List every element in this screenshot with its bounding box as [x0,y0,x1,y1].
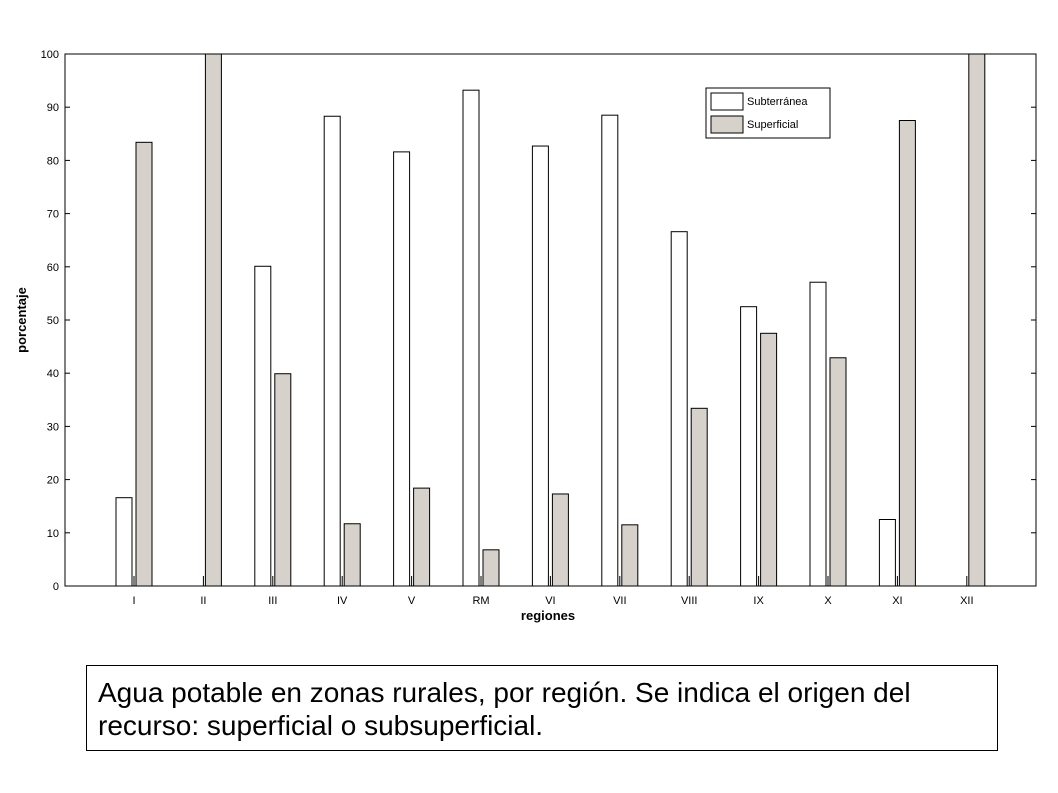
bar-superficial [621,524,639,587]
y-tick-label: 90 [47,102,59,114]
y-tick-label: 0 [53,581,59,593]
legend-label-subterranea: Subterránea [747,96,808,108]
x-tick-label: VII [613,595,626,607]
bar-subterranea [115,497,133,587]
bar-superficial [968,53,986,587]
y-tick-label: 70 [47,209,59,221]
x-tick-label: V [408,595,416,607]
bar-subterranea [393,151,411,587]
bar-superficial [760,332,778,587]
y-axis: 0 10 20 30 40 50 60 70 80 90 100 [41,49,1036,593]
y-tick-label: 80 [47,155,59,167]
bar-subterranea [809,281,827,587]
y-tick-label: 60 [47,262,59,274]
bar-subterranea [670,231,688,587]
x-axis-title: regiones [521,608,575,623]
bars-group [115,53,986,587]
legend-label-superficial: Superficial [747,119,798,131]
caption-box: Agua potable en zonas rurales, por regió… [86,665,998,751]
bar-superficial [204,53,222,587]
bar-subterranea [323,115,341,587]
bar-subterranea [740,306,758,587]
x-tick-label: IX [753,595,764,607]
caption-text: Agua potable en zonas rurales, por regió… [98,677,911,741]
bar-subterranea [878,519,896,587]
y-axis-title: porcentaje [14,287,29,353]
bar-superficial [690,407,708,587]
x-tick-label: III [268,595,277,607]
bar-superficial [343,523,361,587]
x-tick-label: X [824,595,832,607]
bar-subterranea [531,145,549,587]
plot-area [64,53,1037,587]
y-tick-label: 50 [47,315,59,327]
x-tick-label: IV [337,595,348,607]
bar-subterranea [601,114,619,587]
x-tick-label: XI [892,595,902,607]
y-tick-label: 40 [47,368,59,380]
bar-superficial [135,141,153,587]
x-axis: I II III IV V RM VI VII VIII IX X XI XII [132,576,974,607]
x-tick-label: VIII [681,595,698,607]
x-tick-label: II [200,595,206,607]
bar-superficial [482,549,500,587]
legend-swatch-superficial [710,115,744,134]
x-tick-label: XII [960,595,973,607]
legend-swatch-subterranea [710,92,744,111]
y-tick-label: 20 [47,475,59,487]
bar-subterranea [254,265,272,587]
legend: Subterránea Superficial [705,87,831,139]
bar-superficial [413,487,431,587]
bar-superficial [829,357,847,587]
y-tick-label: 10 [47,528,59,540]
bar-subterranea [462,89,480,587]
x-tick-label: VI [545,595,555,607]
x-tick-label: I [132,595,135,607]
y-tick-label: 100 [41,49,59,61]
bar-superficial [274,373,292,587]
x-tick-label: RM [472,595,489,607]
bar-superficial [898,120,916,587]
bar-superficial [551,493,569,587]
y-tick-label: 30 [47,421,59,433]
